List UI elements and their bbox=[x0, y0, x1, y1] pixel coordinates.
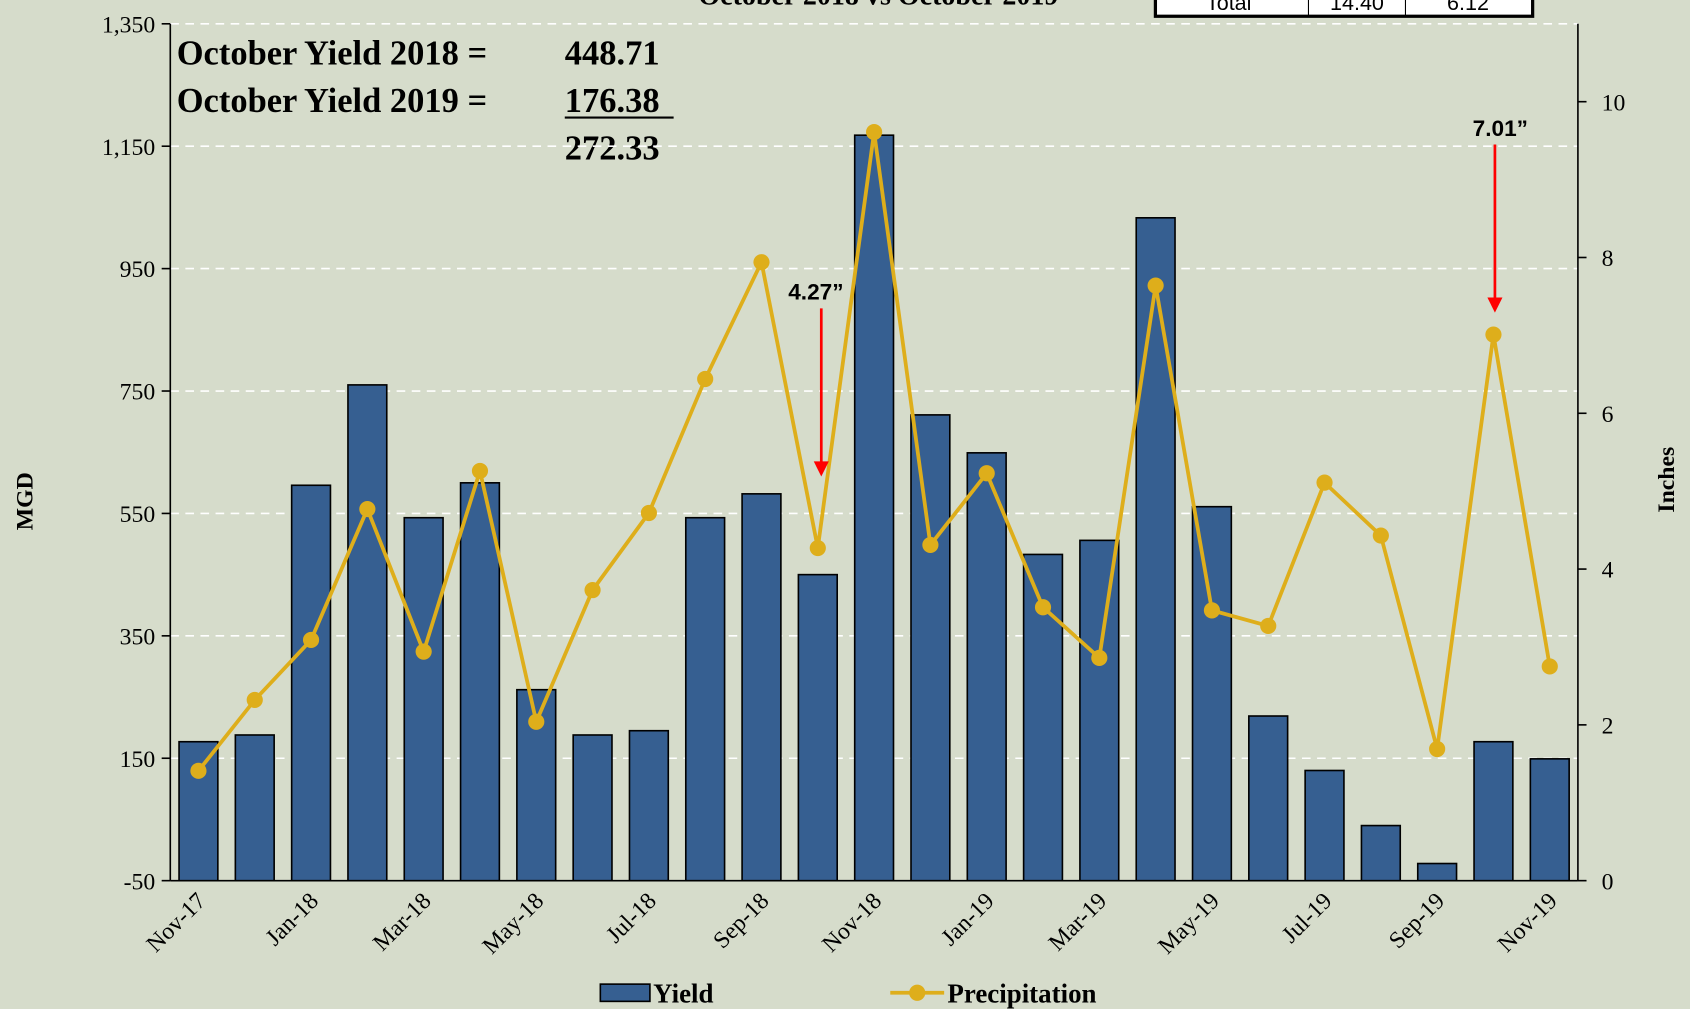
bar bbox=[966, 452, 1007, 882]
marker bbox=[1203, 602, 1221, 619]
bar bbox=[797, 573, 839, 882]
x-tick-label: Nov-17 bbox=[142, 888, 212, 958]
bar bbox=[741, 493, 782, 882]
bar bbox=[290, 484, 332, 882]
marker bbox=[1485, 326, 1502, 343]
bar bbox=[234, 734, 275, 882]
marker bbox=[359, 501, 376, 518]
marker bbox=[190, 762, 207, 779]
y-tick-label: 350 bbox=[120, 624, 156, 650]
marker bbox=[1372, 527, 1389, 544]
x-tick-label: Mar-19 bbox=[1044, 888, 1112, 956]
annotation: October Yield 2019 = bbox=[177, 82, 487, 120]
callout: 4.27” bbox=[788, 280, 843, 305]
marker bbox=[1034, 599, 1052, 616]
bar bbox=[347, 384, 388, 882]
marker bbox=[978, 465, 995, 482]
x-tick-label: Sep-19 bbox=[1384, 888, 1450, 954]
marker bbox=[1429, 740, 1446, 758]
x-tick-label: Sep-18 bbox=[708, 888, 774, 954]
annotation: 176.38 bbox=[565, 82, 660, 120]
table-label: Total bbox=[1206, 0, 1252, 15]
y-tick-label: 1,150 bbox=[102, 135, 155, 161]
marker bbox=[1541, 658, 1558, 675]
table-value: 14.40 bbox=[1330, 0, 1384, 15]
marker bbox=[697, 370, 714, 388]
y2-tick-label: 4 bbox=[1602, 558, 1614, 584]
bar bbox=[1529, 758, 1570, 882]
x-tick-label: Jul-18 bbox=[601, 888, 661, 948]
callout: 7.01” bbox=[1473, 116, 1528, 141]
marker bbox=[640, 504, 657, 522]
bar bbox=[1304, 769, 1345, 882]
table-frame bbox=[1153, 0, 1535, 18]
y2-axis-label: Inches bbox=[1654, 447, 1680, 513]
y-axis-label: MGD bbox=[12, 472, 38, 530]
y-tick-label: 150 bbox=[120, 747, 156, 773]
marker bbox=[1260, 617, 1277, 635]
marker bbox=[1316, 474, 1333, 491]
arrow-head bbox=[813, 461, 829, 477]
bar bbox=[1191, 505, 1233, 882]
bar bbox=[1248, 715, 1289, 882]
y-tick-label: -50 bbox=[124, 869, 156, 895]
y2-tick-label: 10 bbox=[1602, 90, 1626, 116]
y2-tick-label: 0 bbox=[1602, 869, 1614, 895]
bar bbox=[403, 516, 444, 882]
y2-tick-label: 8 bbox=[1602, 246, 1614, 272]
annotation: October Yield 2018 = bbox=[177, 35, 487, 73]
x-tick-label: Jan-19 bbox=[936, 888, 999, 951]
y-tick-label: 950 bbox=[120, 257, 156, 283]
marker bbox=[584, 582, 601, 599]
legend-label: Yield bbox=[653, 978, 713, 1008]
bar bbox=[572, 734, 613, 882]
marker bbox=[471, 462, 489, 480]
legend-swatch bbox=[599, 983, 651, 1003]
bar bbox=[628, 729, 670, 882]
legend-marker bbox=[909, 984, 926, 1001]
y-tick-label: 750 bbox=[120, 380, 156, 406]
summary-table: Total 14.40 6.12 bbox=[1153, 0, 1535, 18]
x-tick-label: May-18 bbox=[478, 888, 549, 959]
bar bbox=[910, 414, 951, 882]
marker bbox=[528, 713, 545, 730]
bar bbox=[684, 516, 726, 882]
y-tick-label: 550 bbox=[120, 502, 156, 528]
marker bbox=[302, 631, 320, 649]
annotation: 272.33 bbox=[565, 130, 660, 168]
chart-title: October 2018 vs October 2019 bbox=[698, 0, 1058, 11]
x-tick-label: Jul-19 bbox=[1277, 888, 1337, 948]
x-tick-label: May-19 bbox=[1153, 888, 1224, 959]
legend-label: Precipitation bbox=[947, 978, 1096, 1008]
marker bbox=[809, 539, 826, 557]
x-tick-label: Nov-19 bbox=[1493, 888, 1563, 958]
bar bbox=[1135, 217, 1176, 882]
x-tick-label: Mar-18 bbox=[368, 888, 436, 956]
annotation: 448.71 bbox=[565, 35, 660, 73]
marker bbox=[415, 643, 432, 660]
marker bbox=[1091, 649, 1108, 666]
bar bbox=[1079, 539, 1120, 882]
marker bbox=[866, 123, 883, 141]
bar bbox=[1473, 740, 1514, 882]
marker bbox=[922, 536, 939, 554]
marker bbox=[753, 254, 770, 271]
bar bbox=[853, 134, 895, 882]
marker bbox=[1147, 277, 1164, 294]
table-value: 6.12 bbox=[1447, 0, 1489, 15]
bar bbox=[459, 482, 501, 882]
bar bbox=[178, 740, 219, 882]
x-tick-label: Jan-18 bbox=[261, 888, 324, 951]
arrow-head bbox=[1487, 297, 1503, 313]
y2-tick-label: 6 bbox=[1602, 402, 1614, 428]
y-tick-label: 1,350 bbox=[102, 12, 155, 38]
y2-tick-label: 2 bbox=[1602, 713, 1614, 739]
x-tick-label: Nov-18 bbox=[817, 888, 887, 958]
bar bbox=[1416, 862, 1458, 882]
bar bbox=[1360, 824, 1402, 882]
marker bbox=[246, 691, 263, 709]
